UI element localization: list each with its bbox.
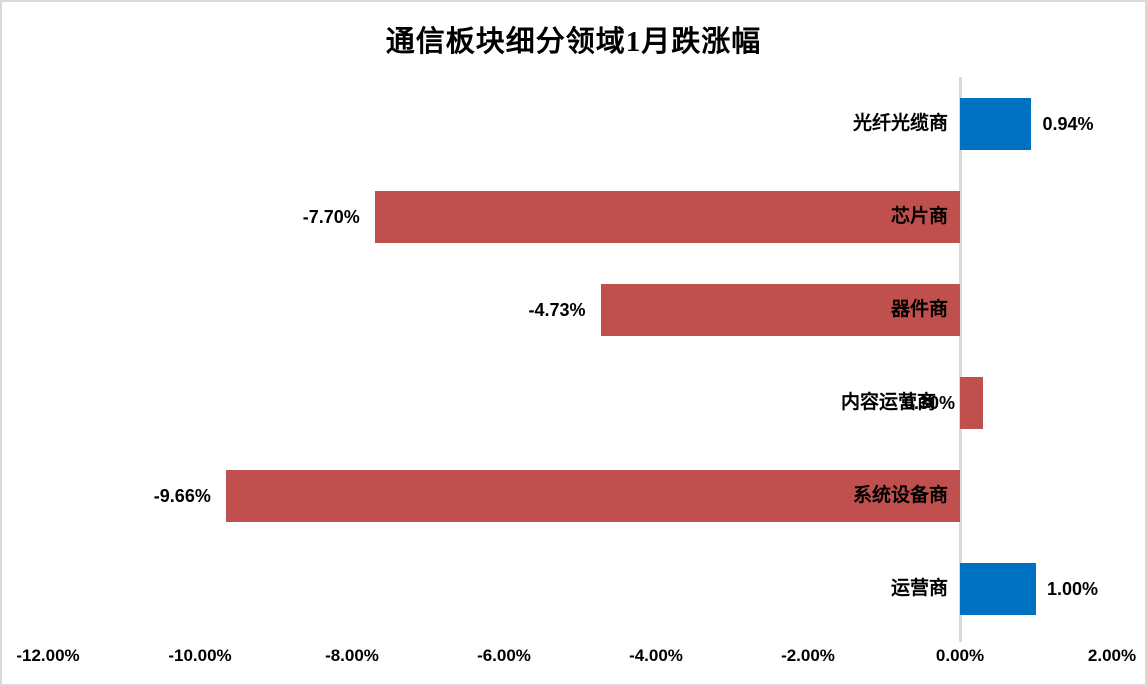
value-label: -4.73%	[528, 299, 586, 320]
bar	[600, 283, 960, 336]
category-axis-line	[958, 77, 962, 642]
category-label: 芯片商	[890, 205, 948, 227]
bar	[225, 469, 960, 522]
value-label: 0.30%	[903, 392, 955, 413]
category-label: 内容运营商	[840, 391, 936, 413]
x-tick-label: -10.00%	[168, 646, 232, 665]
chart-title: 通信板块细分领域1月跌涨幅	[385, 26, 762, 58]
x-tick-label: 0.00%	[935, 646, 985, 665]
bar	[960, 97, 1032, 150]
bar	[960, 562, 1036, 615]
x-tick-label: -12.00%	[16, 646, 80, 665]
category-label: 光纤光缆商	[852, 112, 948, 134]
category-label: 系统设备商	[852, 484, 948, 506]
x-tick-label: -4.00%	[629, 646, 683, 665]
value-label: 0.94%	[1042, 113, 1094, 134]
category-label: 运营商	[890, 577, 948, 599]
category-label: 器件商	[890, 298, 948, 320]
bar	[374, 190, 960, 243]
x-tick-label: 2.00%	[1087, 646, 1137, 665]
x-tick-label: -6.00%	[477, 646, 531, 665]
value-label: -7.70%	[302, 206, 360, 227]
x-tick-label: -8.00%	[325, 646, 379, 665]
value-label: 1.00%	[1047, 578, 1099, 599]
bar	[960, 376, 983, 429]
x-tick-label: -2.00%	[781, 646, 835, 665]
value-label: -9.66%	[153, 485, 211, 506]
